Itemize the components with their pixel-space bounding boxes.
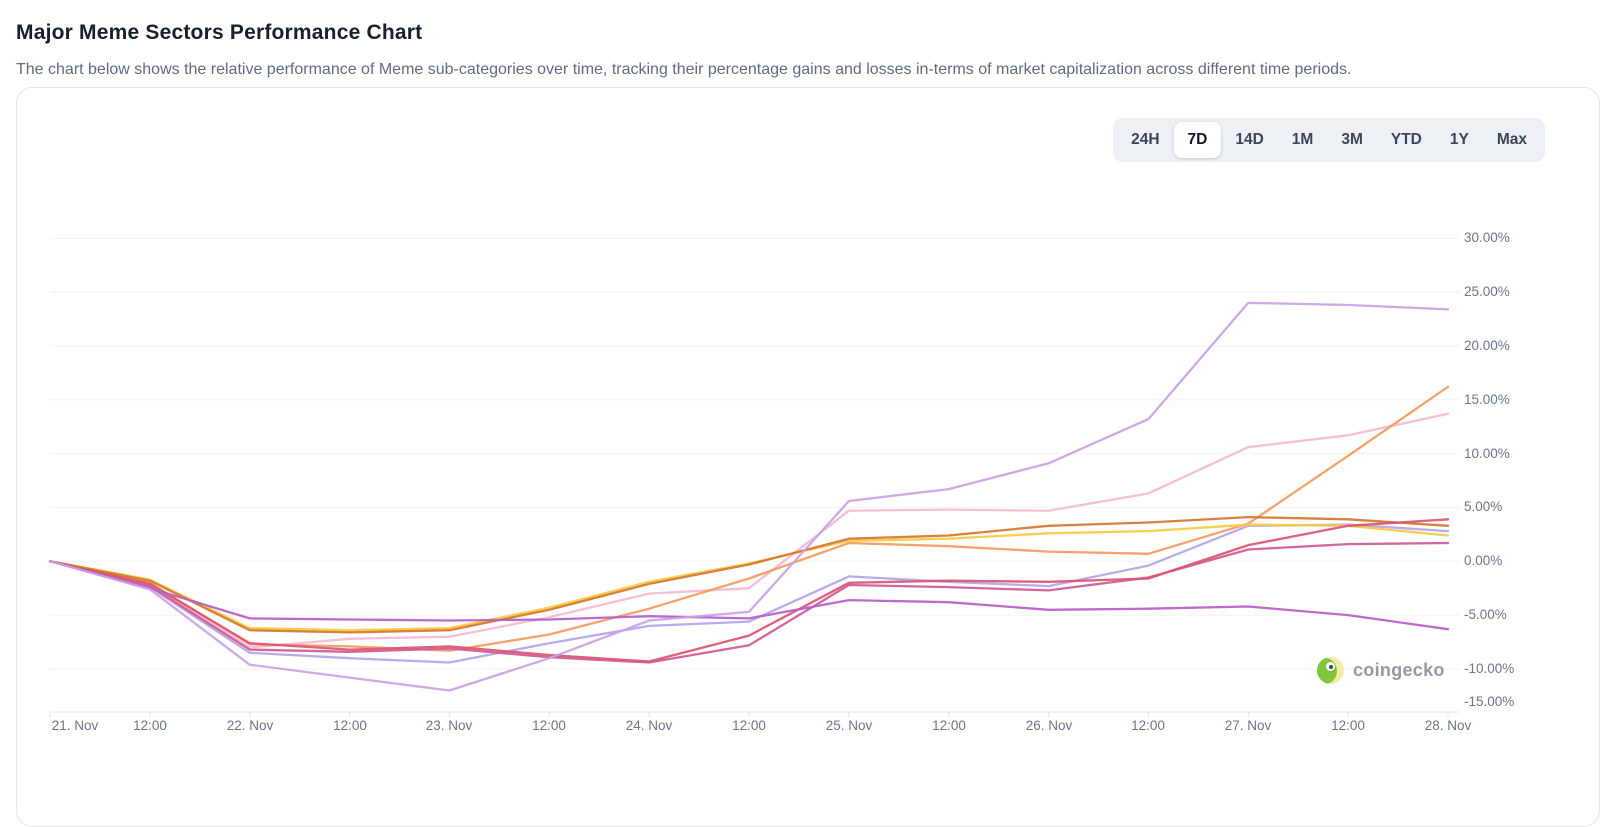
page-title: Major Meme Sectors Performance Chart (16, 21, 423, 45)
x-axis-label: 12:00 (133, 718, 167, 733)
x-axis-label: 12:00 (1331, 718, 1365, 733)
x-axis-label: 25. Nov (825, 718, 873, 733)
y-axis-label: -10.00% (1464, 661, 1515, 676)
x-axis-label: 22. Nov (226, 718, 274, 733)
x-axis-label: 23. Nov (425, 718, 473, 733)
x-axis-label: 28. Nov (1424, 718, 1472, 733)
range-button-ytd[interactable]: YTD (1377, 122, 1436, 158)
range-button-max[interactable]: Max (1483, 122, 1541, 158)
range-button-1y[interactable]: 1Y (1436, 122, 1483, 158)
coingecko-watermark: coingecko (1317, 657, 1445, 684)
page-subtitle: The chart below shows the relative perfo… (16, 61, 1352, 78)
x-axis-label: 12:00 (333, 718, 367, 733)
y-axis-label: 15.00% (1464, 392, 1510, 407)
range-button-1m[interactable]: 1M (1278, 122, 1328, 158)
y-axis-label: 20.00% (1464, 338, 1510, 353)
x-axis-label: 12:00 (932, 718, 966, 733)
range-button-7d[interactable]: 7D (1173, 122, 1222, 158)
coingecko-gecko-icon (1317, 657, 1344, 684)
x-axis-label: 12:00 (732, 718, 766, 733)
range-button-14d[interactable]: 14D (1221, 122, 1277, 158)
x-axis-label: 12:00 (1131, 718, 1165, 733)
y-axis-label: 25.00% (1464, 284, 1510, 299)
x-axis-label: 21. Nov (51, 718, 99, 733)
y-axis-label: -5.00% (1464, 607, 1507, 622)
y-axis-label: 10.00% (1464, 446, 1510, 461)
chart-card (16, 87, 1600, 827)
y-axis-label: 0.00% (1464, 553, 1503, 568)
range-button-3m[interactable]: 3M (1327, 122, 1377, 158)
y-axis-label: 30.00% (1464, 230, 1510, 245)
y-axis-label: -15.00% (1464, 694, 1515, 709)
x-axis-label: 24. Nov (625, 718, 673, 733)
range-button-24h[interactable]: 24H (1117, 122, 1173, 158)
y-axis-label: 5.00% (1464, 499, 1503, 514)
range-selector: 24H 7D 14D 1M 3M YTD 1Y Max (1113, 118, 1545, 162)
coingecko-watermark-label: coingecko (1353, 660, 1445, 680)
x-axis-label: 27. Nov (1224, 718, 1272, 733)
x-axis-label: 12:00 (532, 718, 566, 733)
x-axis-label: 26. Nov (1025, 718, 1073, 733)
